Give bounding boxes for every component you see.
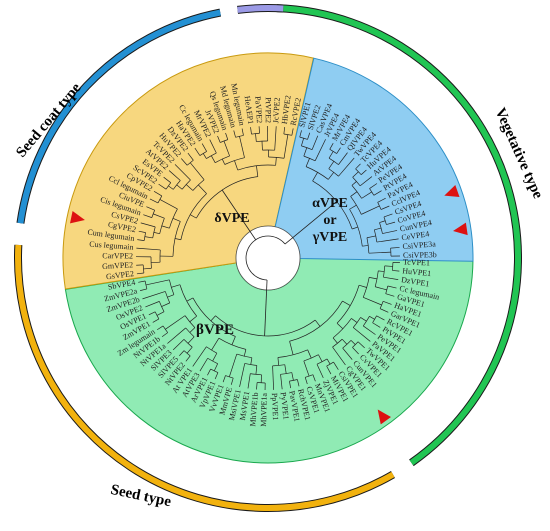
type-label-vegetative: Vegetative type bbox=[492, 106, 546, 202]
leaf-label: PtVPE2 bbox=[264, 97, 273, 123]
leaf-label: GmVPE2 bbox=[102, 260, 134, 271]
highlight-markers bbox=[70, 185, 468, 425]
arc-extra bbox=[237, 5, 284, 13]
leaf-label: HuVPE1 bbox=[402, 266, 432, 278]
leaf-label: MhVPE1a bbox=[259, 392, 269, 426]
tree-center bbox=[235, 225, 301, 291]
type-label-seed-coat: Seed coat type bbox=[13, 80, 84, 161]
leaf-label: JcVPE2 bbox=[271, 97, 282, 123]
highlight-marker-arrow bbox=[377, 409, 391, 425]
leaf-label: HbVPE2 bbox=[280, 95, 293, 125]
leaf-label: PyVPE1 bbox=[279, 392, 291, 420]
leaf-label: PpVPE1 bbox=[270, 393, 280, 421]
highlight-marker-arrow bbox=[453, 222, 468, 236]
leaf-label: Cus legumain bbox=[89, 239, 134, 251]
clade-label-beta: βVPE bbox=[196, 322, 234, 338]
leaf-label: PaVPE2 bbox=[253, 96, 264, 124]
leaf-label: HeAEP1 bbox=[243, 95, 256, 124]
clade-label-alpha-line1: αVPE bbox=[312, 196, 348, 211]
leaf-label: MsVPE1 bbox=[238, 391, 251, 421]
leaf-label: TcVPE1 bbox=[403, 258, 430, 268]
leaf-label: CarVPE2 bbox=[102, 251, 133, 260]
clade-sectors bbox=[62, 52, 474, 464]
clade-label-alpha-line2: or bbox=[323, 213, 336, 228]
leaf-label: CsiVPE3b bbox=[403, 250, 437, 260]
leaf-label: CeVPE4 bbox=[401, 229, 430, 242]
leaf-label: MhVPE1b bbox=[248, 392, 260, 427]
type-arcs bbox=[14, 4, 522, 512]
highlight-marker-arrow bbox=[444, 185, 460, 197]
arc-seed bbox=[15, 244, 395, 511]
highlight-marker-arrow bbox=[70, 211, 85, 224]
leaf-label: GsVPE2 bbox=[106, 269, 135, 281]
leaf-label: CsiVPE3a bbox=[402, 239, 436, 251]
clade-label-alpha-line3: γVPE bbox=[312, 230, 348, 245]
clade-label-delta: δVPE bbox=[214, 211, 249, 226]
tree-branches bbox=[136, 125, 400, 390]
arc-seed-coat bbox=[17, 9, 221, 224]
arc-vegetative bbox=[276, 5, 521, 466]
